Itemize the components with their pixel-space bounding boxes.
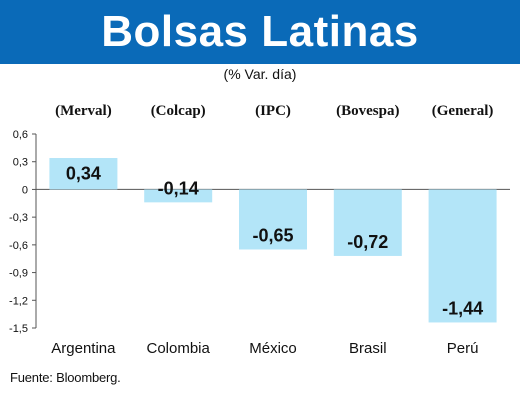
value-label: -0,65 xyxy=(252,225,293,245)
chart-subtitle: (% Var. día) xyxy=(223,66,297,82)
bar-chart: 0,6 0,3 0 -0,3 -0,6 -0,9 -1,2 -1,5 0,34 (Merval) A… xyxy=(9,103,510,357)
y-tick-label: 0,3 xyxy=(13,157,28,169)
y-tick-label: -1,5 xyxy=(9,323,28,335)
value-label: 0,34 xyxy=(66,164,101,184)
category-label: Perú xyxy=(447,340,479,357)
bar-3 xyxy=(333,189,402,256)
bar-2 xyxy=(239,189,307,250)
category-label: Colombia xyxy=(147,340,211,357)
category-label: Argentina xyxy=(51,340,116,357)
index-label: (General) xyxy=(432,103,494,119)
y-tick-label: 0 xyxy=(22,184,28,196)
y-tick-label: -0,6 xyxy=(9,240,28,252)
title-banner: Bolsas Latinas xyxy=(0,0,520,64)
bar-0 xyxy=(49,158,118,190)
chart-title: Bolsas Latinas xyxy=(101,7,419,56)
value-label: -0,14 xyxy=(158,178,199,198)
value-label: -0,72 xyxy=(347,232,388,252)
index-label: (Colcap) xyxy=(151,103,206,119)
category-label: México xyxy=(249,340,297,357)
index-label: (IPC) xyxy=(255,103,291,119)
y-tick-label: -1,2 xyxy=(9,295,28,307)
index-label: (Merval) xyxy=(55,103,112,119)
value-label: -1,44 xyxy=(442,298,483,318)
bar-4 xyxy=(428,189,497,323)
index-label: (Bovespa) xyxy=(336,103,399,119)
y-tick-label: -0,9 xyxy=(9,268,28,280)
bar-1 xyxy=(144,189,213,203)
category-label: Brasil xyxy=(349,340,387,357)
y-tick-label: -0,3 xyxy=(9,212,28,224)
source-note: Fuente: Bloomberg. xyxy=(10,370,121,385)
y-tick-label: 0,6 xyxy=(13,129,28,141)
